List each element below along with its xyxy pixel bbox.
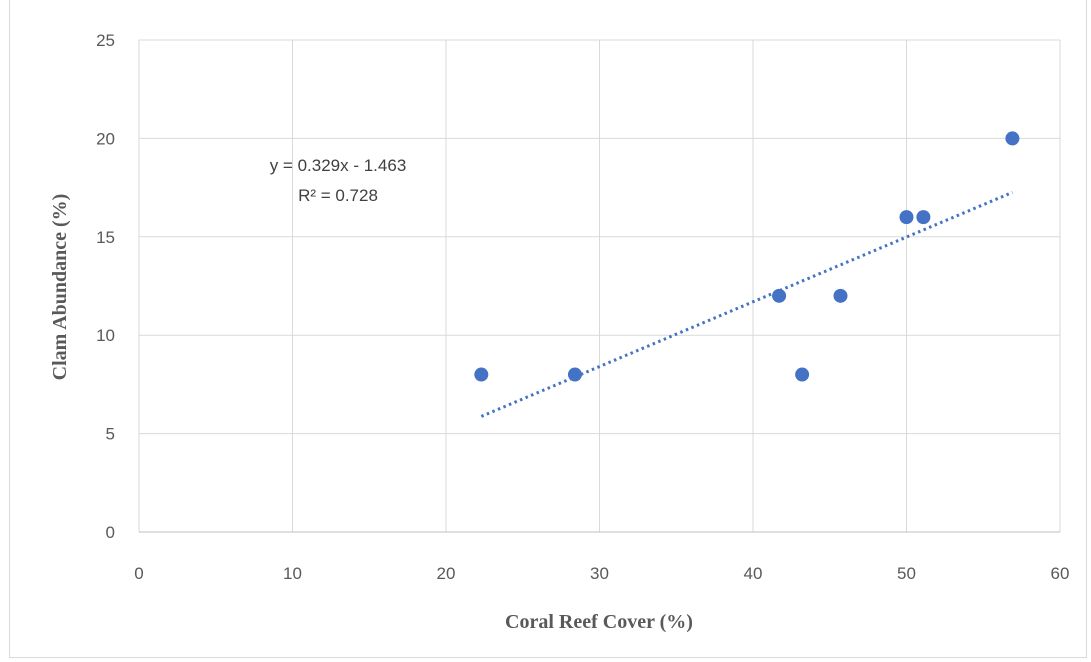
- x-axis-title: Coral Reef Cover (%): [505, 611, 693, 633]
- data-point: [1005, 131, 1020, 146]
- x-tick-label: 10: [283, 564, 302, 583]
- data-point: [772, 288, 787, 303]
- y-tick-label: 20: [96, 129, 115, 148]
- data-points: [474, 131, 1020, 382]
- data-point: [833, 288, 848, 303]
- chart-frame: [9, 0, 1087, 658]
- data-point: [567, 367, 582, 382]
- gridlines: [138, 39, 1061, 533]
- x-tick-labels: 0 10 20 30 40 50 60: [134, 564, 1069, 583]
- x-tick-label: 20: [437, 564, 456, 583]
- x-tick-label: 50: [897, 564, 916, 583]
- y-tick-label: 0: [106, 523, 115, 542]
- data-point: [795, 367, 810, 382]
- x-tick-label: 40: [744, 564, 763, 583]
- trendline: [480, 190, 1013, 418]
- trendline-r-squared: R² = 0.728: [298, 186, 378, 205]
- data-point: [916, 210, 931, 225]
- y-tick-label: 5: [106, 425, 115, 444]
- y-tick-label: 25: [96, 31, 115, 50]
- trendline-line: [480, 190, 1013, 418]
- x-tick-label: 0: [134, 564, 143, 583]
- data-point: [474, 367, 489, 382]
- y-tick-labels: 0 5 10 15 20 25: [96, 31, 115, 542]
- y-axis-title: Clam Abundance (%): [49, 194, 71, 381]
- y-tick-label: 10: [96, 326, 115, 345]
- data-point: [899, 210, 914, 225]
- y-tick-label: 15: [96, 228, 115, 247]
- x-tick-label: 30: [590, 564, 609, 583]
- x-tick-label: 60: [1051, 564, 1070, 583]
- trendline-equation: y = 0.329x - 1.463: [270, 156, 407, 175]
